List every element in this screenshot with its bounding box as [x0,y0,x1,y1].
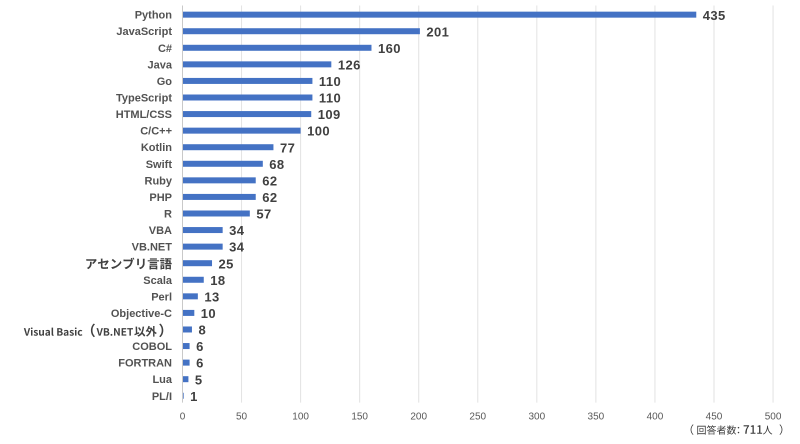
svg-text:0: 0 [180,412,186,423]
svg-text:10: 10 [201,306,216,321]
svg-text:100: 100 [292,412,309,423]
svg-text:HTML/CSS: HTML/CSS [116,109,172,121]
svg-text:200: 200 [410,412,427,423]
svg-text:TypeScript: TypeScript [116,93,172,105]
svg-text:Objective-C: Objective-C [111,308,172,320]
svg-text:Kotlin: Kotlin [141,142,172,154]
svg-text:109: 109 [318,107,341,122]
svg-text:50: 50 [236,412,248,423]
svg-text:Go: Go [157,76,173,88]
svg-text:13: 13 [204,289,219,304]
svg-text:5: 5 [195,372,203,387]
svg-text:150: 150 [351,412,368,423]
svg-text:JavaScript: JavaScript [116,26,172,38]
svg-text:C#: C# [158,43,172,55]
svg-text:Swift: Swift [146,159,173,171]
svg-text:500: 500 [765,412,782,423]
svg-text:400: 400 [647,412,664,423]
svg-text:160: 160 [378,41,401,56]
svg-text:6: 6 [196,356,204,371]
svg-text:Python: Python [135,10,173,22]
svg-text:1: 1 [190,389,198,404]
svg-text:COBOL: COBOL [132,341,172,353]
svg-text:435: 435 [703,8,726,23]
svg-text:250: 250 [469,412,486,423]
svg-text:450: 450 [706,412,723,423]
svg-text:25: 25 [219,256,234,271]
svg-text:34: 34 [229,240,245,255]
svg-text:Perl: Perl [151,291,172,303]
svg-text:Java: Java [148,59,173,71]
svg-text:PHP: PHP [149,192,172,204]
svg-text:6: 6 [196,339,204,354]
svg-text:Lua: Lua [152,374,172,386]
svg-text:68: 68 [269,157,284,172]
svg-text:Scala: Scala [143,275,173,287]
svg-text:57: 57 [256,207,271,222]
svg-text:300: 300 [528,412,545,423]
svg-text:201: 201 [426,24,449,39]
svg-text:34: 34 [229,223,245,238]
svg-text:FORTRAN: FORTRAN [118,358,172,370]
svg-text:110: 110 [319,74,341,89]
svg-text:62: 62 [262,190,277,205]
svg-text:18: 18 [210,273,225,288]
svg-text:VBA: VBA [149,225,172,237]
svg-text:350: 350 [588,412,605,423]
svg-text:R: R [164,208,172,220]
svg-text:C/C++: C/C++ [140,126,172,138]
svg-text:8: 8 [198,323,206,338]
svg-text:77: 77 [280,140,295,155]
svg-text:110: 110 [319,91,341,106]
svg-text:VB.NET: VB.NET [132,242,173,254]
svg-text:PL/I: PL/I [152,391,172,403]
svg-text:100: 100 [307,124,330,139]
svg-text:Ruby: Ruby [145,175,173,187]
svg-text:126: 126 [338,57,361,72]
svg-text:62: 62 [262,173,277,188]
